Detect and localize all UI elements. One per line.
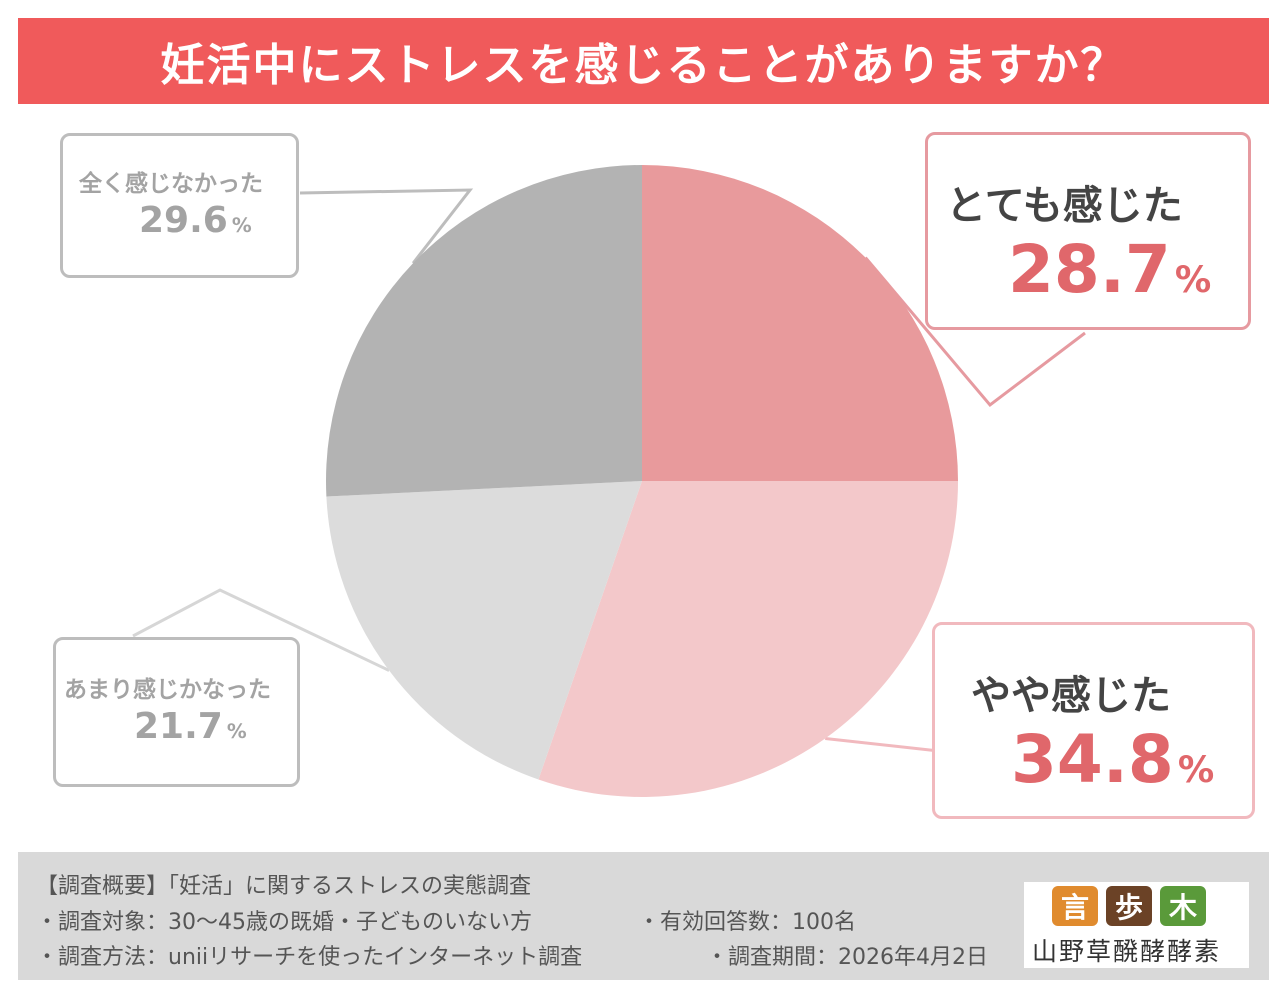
- callout-totemo-value: 28.7: [1008, 231, 1171, 308]
- callout-zenzen-value: 29.6: [139, 200, 228, 241]
- logo-mark-ho: 歩: [1106, 886, 1152, 926]
- logo-mark-gen: 言: [1052, 886, 1098, 926]
- callout-totemo-label: とても感じた: [946, 183, 1183, 229]
- callout-yaya-value: 34.8: [1011, 721, 1174, 798]
- pie-slice-3: [326, 481, 642, 780]
- callout-amari-value: 21.7: [134, 706, 223, 747]
- chart-title: 妊活中にストレスを感じることがありますか？: [18, 18, 1269, 104]
- pie-slice-4: [326, 165, 642, 497]
- leader-amari: [132, 588, 390, 672]
- footer-respondents: ・有効回答数：100名: [638, 910, 856, 935]
- callout-zenzen-label: 全く感じなかった: [79, 171, 263, 197]
- callout-yaya-unit: %: [1177, 748, 1215, 791]
- callout-zenzen-value-wrap: 29.6%: [139, 200, 252, 241]
- callout-totemo-value-wrap: 28.7%: [1008, 231, 1211, 308]
- survey-footer: 【調査概要】「妊活」に関するストレスの実態調査 ・調査対象：30〜45歳の既婚・…: [18, 852, 1269, 980]
- pie-slices: [326, 165, 958, 797]
- callout-totemo: とても感じた 28.7%: [925, 132, 1251, 330]
- callout-zenzen: 全く感じなかった 29.6%: [60, 133, 299, 278]
- footer-summary: 【調査概要】「妊活」に関するストレスの実態調査: [36, 874, 532, 899]
- callout-yaya: やや感じた 34.8%: [932, 622, 1255, 819]
- footer-method: ・調査方法：uniiリサーチを使ったインターネット調査: [36, 945, 583, 970]
- callout-amari-label: あまり感じかなった: [64, 677, 271, 703]
- callout-amari-unit: %: [226, 720, 247, 743]
- footer-period: ・調査期間：2026年4月2日: [706, 945, 988, 970]
- callout-yaya-label: やや感じた: [971, 673, 1171, 719]
- logo-brand-name: 山野草醗酵酵素: [1032, 937, 1222, 966]
- callout-zenzen-unit: %: [231, 214, 252, 237]
- callout-totemo-unit: %: [1174, 258, 1212, 301]
- logo-mark-ki: 木: [1160, 886, 1206, 926]
- callout-amari: あまり感じかなった 21.7%: [53, 637, 300, 787]
- pie-slice-2: [538, 481, 958, 797]
- pie-slice-1: [642, 165, 958, 481]
- footer-target: ・調査対象：30〜45歳の既婚・子どものいない方: [36, 910, 532, 935]
- callout-yaya-value-wrap: 34.8%: [1011, 721, 1214, 798]
- leader-zenzen: [299, 188, 474, 265]
- leader-totemo: [864, 256, 1086, 408]
- brand-logo: 言 歩 木 山野草醗酵酵素: [1024, 882, 1249, 968]
- callout-amari-value-wrap: 21.7%: [134, 706, 247, 747]
